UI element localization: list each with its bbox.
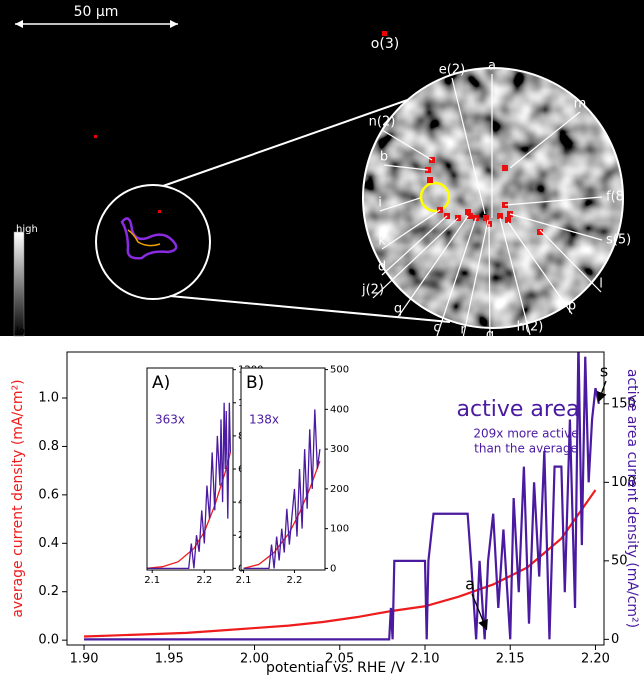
inset-title: A) bbox=[152, 373, 170, 393]
x-axis-label: potential vs. RHE /V bbox=[266, 660, 405, 676]
spot-label: o(3) bbox=[371, 36, 399, 52]
annotation-marker: a bbox=[465, 575, 475, 594]
annotation-marker: s bbox=[600, 362, 608, 381]
spot-label: q bbox=[394, 302, 402, 317]
x-tick-label: 2.2 bbox=[287, 575, 303, 586]
annotation-note: 209x more active bbox=[473, 427, 578, 441]
spot-label: d bbox=[378, 260, 386, 275]
y-tick-label: 0.0 bbox=[38, 633, 59, 648]
y-tick-label: 0.4 bbox=[38, 536, 59, 551]
colorbar-low: low bbox=[16, 326, 33, 337]
micrograph: 50 μm o(3) high low a m e(2) n(2) b i f(8 s(5) k… bbox=[0, 0, 644, 343]
x-tick-label: 2.20 bbox=[581, 652, 610, 667]
y2-tick-label: 500 bbox=[330, 365, 349, 376]
x-tick-label: 2.1 bbox=[236, 575, 252, 586]
x-tick-label: 1.95 bbox=[155, 652, 184, 667]
spot-label: a bbox=[488, 59, 496, 74]
page: 50 μm o(3) high low a m e(2) n(2) b i f(8 s(5) k… bbox=[0, 0, 644, 676]
x-tick-label: 2.1 bbox=[144, 575, 160, 586]
y2-tick-label: 100 bbox=[330, 524, 349, 535]
spot-label: s(5) bbox=[606, 233, 631, 248]
y-tick-label: 0.2 bbox=[38, 584, 59, 599]
y2-tick-label: 400 bbox=[330, 404, 349, 415]
spot-label: m bbox=[574, 97, 587, 112]
y-tick-label: 0.8 bbox=[38, 439, 59, 454]
x-tick-label: 2.00 bbox=[240, 652, 269, 667]
y-tick-label: 0.6 bbox=[38, 487, 59, 502]
colorbar-high: high bbox=[16, 224, 38, 235]
figure: 50 μm o(3) high low a m e(2) n(2) b i f(8 s(5) k… bbox=[0, 0, 644, 676]
spot-label: p bbox=[568, 299, 576, 314]
x-tick-label: 2.2 bbox=[196, 575, 212, 586]
scale-bar-label: 50 μm bbox=[74, 4, 119, 20]
spot-label: c bbox=[433, 321, 440, 336]
spot-label: f(8 bbox=[606, 190, 624, 205]
y2-tick-label: 0 bbox=[611, 632, 619, 647]
y2-axis-label: active area current density (mA/cm²) bbox=[624, 369, 640, 628]
x-tick-label: 1.90 bbox=[70, 652, 99, 667]
spot-label: g bbox=[486, 328, 494, 343]
spot-label: j(2) bbox=[361, 283, 384, 298]
inset-factor: 363x bbox=[155, 413, 185, 427]
spot-label: l bbox=[599, 277, 603, 292]
spot-label: h(2) bbox=[517, 320, 544, 335]
x-tick-label: 2.10 bbox=[411, 652, 440, 667]
y-tick-label: 1.0 bbox=[38, 391, 59, 406]
inset-title: B) bbox=[246, 373, 264, 393]
y2-tick-label: 300 bbox=[330, 444, 349, 455]
spot-label: i bbox=[378, 196, 382, 211]
y-axis-label: average current density (mA/cm²) bbox=[10, 379, 26, 617]
spot-label: e(2) bbox=[439, 63, 465, 78]
annotation-title: active area bbox=[457, 397, 580, 422]
annotation-note: than the average bbox=[474, 442, 578, 456]
spot-label: n(2) bbox=[369, 115, 396, 130]
spot-label: b bbox=[380, 150, 388, 165]
inset-factor: 138x bbox=[249, 413, 279, 427]
x-tick-label: 2.15 bbox=[496, 652, 525, 667]
spot-label: k bbox=[378, 234, 386, 249]
y2-tick-label: 0 bbox=[330, 563, 336, 574]
y2-tick-label: 200 bbox=[330, 484, 349, 495]
spot-label: r bbox=[460, 323, 466, 338]
